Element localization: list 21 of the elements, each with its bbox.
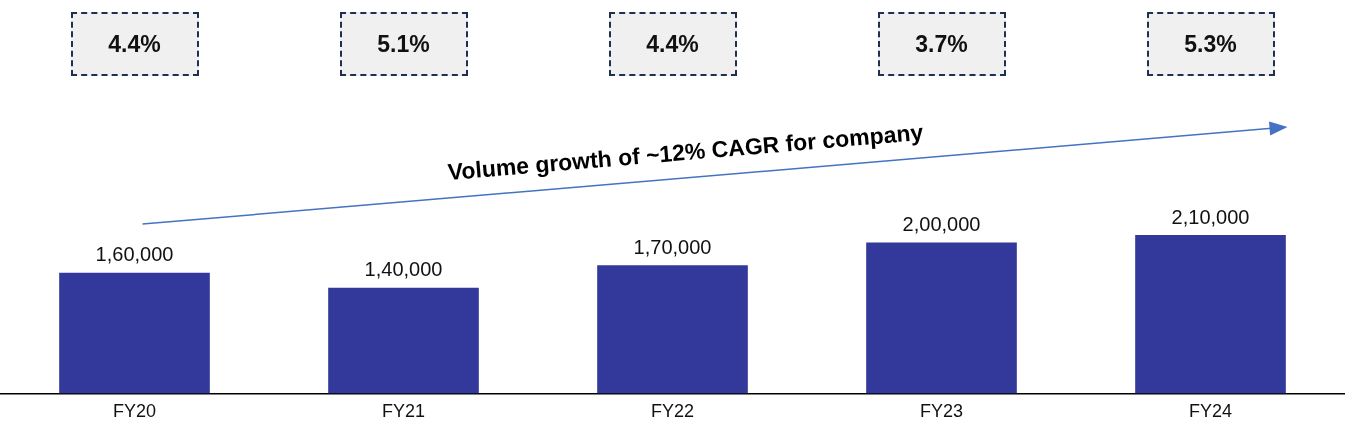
text: 4.4% <box>608 12 737 76</box>
data-label: 1,40,000 <box>364 258 443 281</box>
text: 5.1% <box>339 12 468 76</box>
bar <box>1135 235 1286 394</box>
data-label: 1,60,000 <box>95 243 174 266</box>
text: Volume growth of ~12% CAGR for company <box>446 118 924 186</box>
x-tick-label: FY22 <box>650 401 695 422</box>
x-tick-label: FY20 <box>112 401 157 422</box>
bar <box>59 272 210 394</box>
text: 3.7% <box>877 12 1006 76</box>
x-tick-label: FY23 <box>919 401 964 422</box>
text: 5.3% <box>1146 12 1275 76</box>
text: 4.4% <box>70 12 199 76</box>
bar <box>597 265 748 394</box>
bar <box>866 242 1017 394</box>
data-label: 2,10,000 <box>1171 205 1250 228</box>
data-label: 1,70,000 <box>633 235 712 258</box>
x-tick-label: FY21 <box>381 401 426 422</box>
bar <box>328 287 479 394</box>
x-tick-label: FY24 <box>1188 401 1233 422</box>
data-label: 2,00,000 <box>902 213 981 236</box>
